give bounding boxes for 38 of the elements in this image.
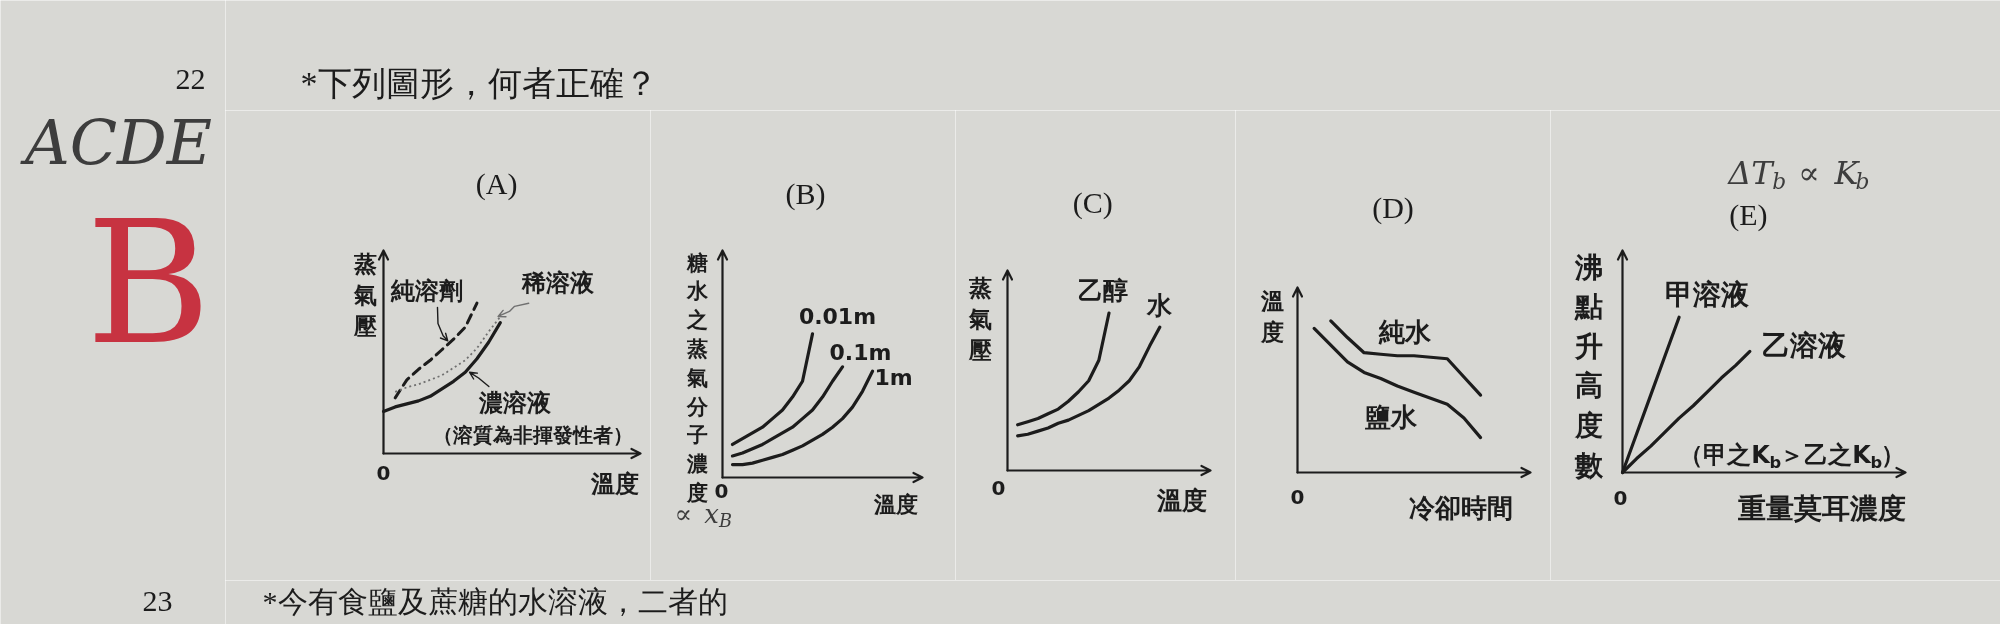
chart-title: (D): [1372, 191, 1414, 226]
text: 22: [175, 62, 206, 95]
x-axis-title: 重量莫耳濃度: [1737, 491, 1907, 525]
text: 0: [991, 475, 1006, 500]
chart-title: (C): [1072, 186, 1113, 220]
text: B: [86, 183, 211, 382]
series-label: 乙溶液: [1761, 329, 1847, 363]
series-label: 鹽水: [1363, 402, 1418, 432]
y-axis-title: 蒸氣壓: [353, 250, 379, 339]
x-axis-title: 溫度: [589, 469, 639, 498]
series-label: 乙醇: [1077, 276, 1128, 305]
text: ACDE: [19, 106, 213, 179]
text: 0: [376, 460, 391, 485]
series-label: 0.01m: [798, 303, 877, 329]
y-axis-title: 蒸氣壓: [968, 274, 993, 363]
series-label: 0.1m: [829, 340, 892, 366]
annotation: （溶質為非揮發性者）: [432, 423, 633, 448]
text: 0: [1290, 485, 1305, 510]
series-label: 1m: [874, 365, 913, 391]
chart-title: (A): [475, 167, 518, 202]
y-axis-title: 溫度: [1260, 287, 1285, 345]
chart-title: (E): [1729, 198, 1768, 233]
x-axis-title: 溫度: [1156, 486, 1208, 515]
series-label: 稀溶液: [521, 268, 596, 297]
series-label: 水: [1146, 291, 1174, 320]
text: 0: [714, 479, 729, 504]
y-axis-title: 沸點升高度數: [1573, 250, 1604, 482]
chart-title: (B): [785, 177, 826, 212]
legend-label: 濃溶液: [477, 388, 552, 417]
x-axis-title: 溫度: [872, 492, 918, 518]
x-axis-title: 冷卻時間: [1408, 492, 1513, 523]
text: *今有食鹽及蔗糖的水溶液，二者的: [262, 585, 728, 618]
text: 23: [142, 584, 173, 617]
text: 0: [1613, 485, 1628, 510]
series-label: 純水: [1377, 316, 1432, 347]
text: *下列圖形，何者正確？: [300, 65, 658, 102]
series-label: 甲溶液: [1665, 278, 1751, 312]
series-label: 純溶劑: [390, 277, 464, 306]
